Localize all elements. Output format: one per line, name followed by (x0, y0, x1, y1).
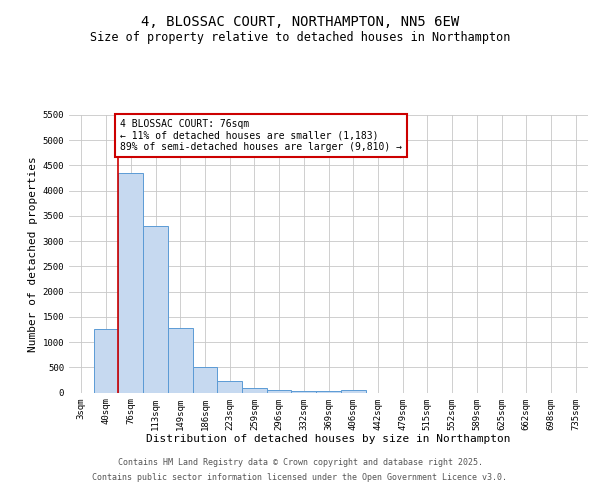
X-axis label: Distribution of detached houses by size in Northampton: Distribution of detached houses by size … (146, 434, 511, 444)
Y-axis label: Number of detached properties: Number of detached properties (28, 156, 38, 352)
Text: Size of property relative to detached houses in Northampton: Size of property relative to detached ho… (90, 31, 510, 44)
Bar (242, 388, 267, 392)
Text: Contains HM Land Registry data © Crown copyright and database right 2025.: Contains HM Land Registry data © Crown c… (118, 458, 482, 467)
Bar (94, 330, 118, 392)
Bar (193, 368, 217, 392)
Text: 4, BLOSSAC COURT, NORTHAMPTON, NN5 6EW: 4, BLOSSAC COURT, NORTHAMPTON, NN5 6EW (141, 16, 459, 30)
Bar (168, 328, 193, 392)
Text: Contains public sector information licensed under the Open Government Licence v3: Contains public sector information licen… (92, 473, 508, 482)
Bar (143, 226, 168, 392)
Bar (292, 391, 316, 392)
Bar (217, 382, 242, 392)
Text: 4 BLOSSAC COURT: 76sqm
← 11% of detached houses are smaller (1,183)
89% of semi-: 4 BLOSSAC COURT: 76sqm ← 11% of detached… (119, 119, 401, 152)
Bar (341, 390, 365, 392)
Bar (267, 390, 292, 392)
Bar (118, 173, 143, 392)
